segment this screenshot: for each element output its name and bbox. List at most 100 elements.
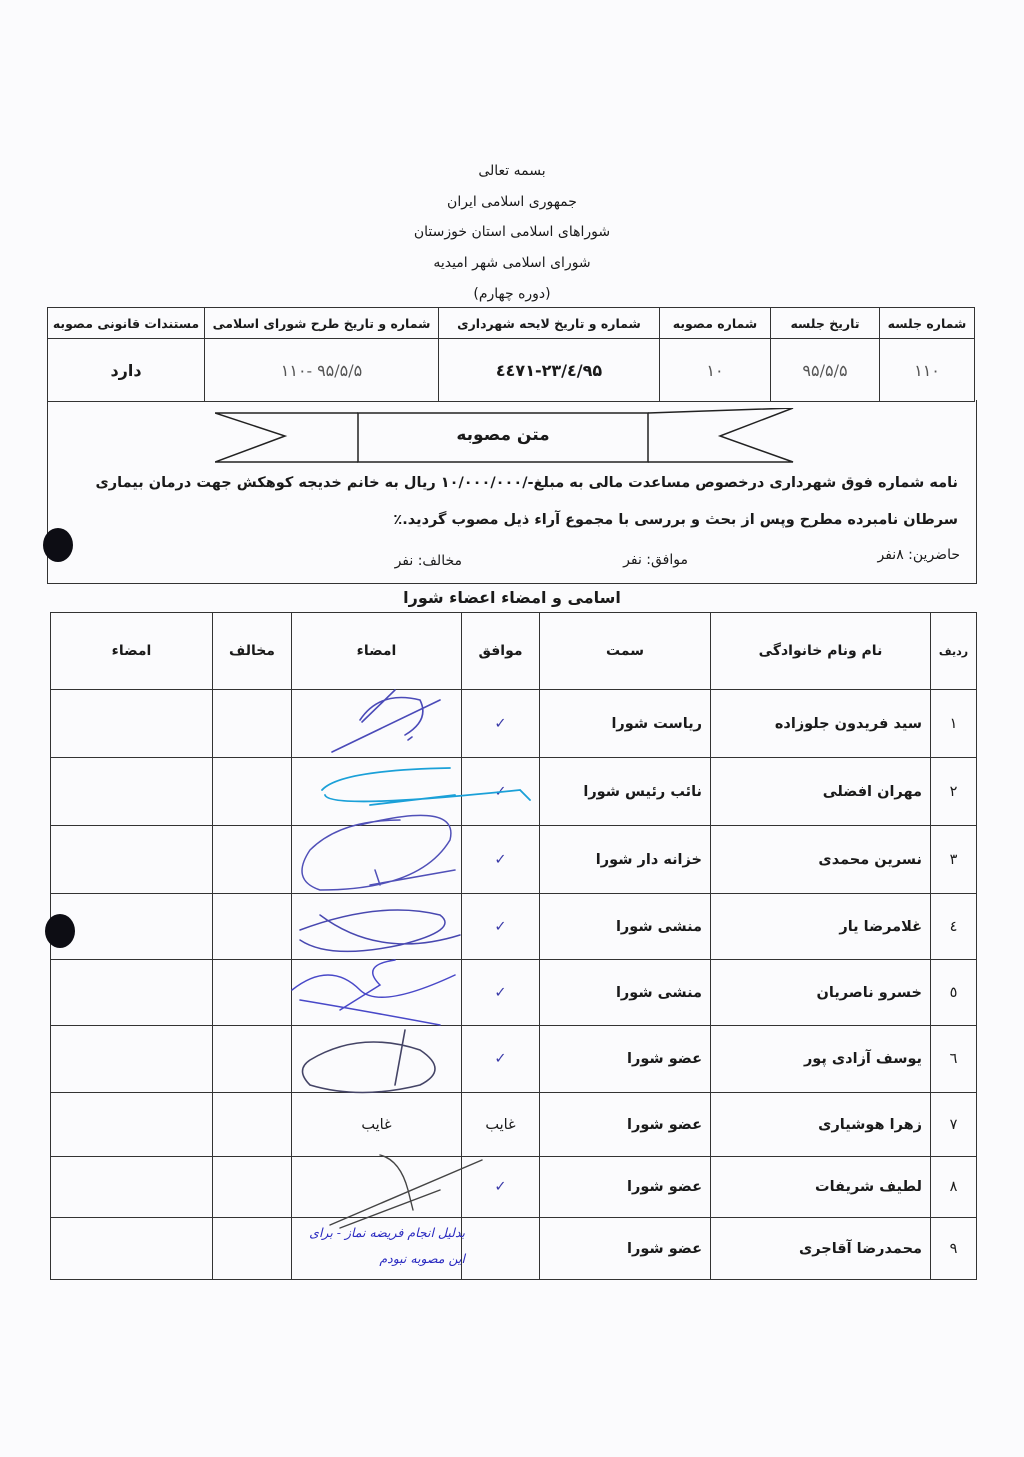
resolution-info-header: شماره جلسه تاریخ جلسه شماره مصوبه شماره … — [47, 307, 975, 339]
in-favor-count: موافق: نفر — [623, 552, 688, 568]
member-row: ٦ یوسف آزادی پور عضو شورا ✓ — [50, 1025, 977, 1093]
member-role: عضو شورا — [539, 1025, 711, 1093]
resolution-title: متن مصوبه — [456, 425, 550, 445]
member-against — [212, 959, 292, 1026]
member-vote: ✓ — [461, 1025, 540, 1093]
member-row-number: ۲ — [930, 757, 977, 826]
legal-basis: دارد — [47, 338, 205, 402]
member-against-signature — [50, 893, 213, 960]
member-signature — [291, 959, 462, 1026]
col-role: سمت — [539, 612, 711, 690]
resolution-text-line1: نامه شماره فوق شهرداری درخصوص مساعدت مال… — [95, 475, 959, 491]
col-resolution-number: شماره مصوبه — [659, 307, 771, 339]
member-role: عضو شورا — [539, 1092, 711, 1157]
resolution-info-values: ۱۱۰ ۹۵/۵/۵ ۱۰ ۹۵/٤/۲۳-٤٤۷۱ ۹۵/۵/۵ -۱۱۰ د… — [47, 338, 975, 402]
member-against — [212, 1025, 292, 1093]
col-signature: امضاء — [291, 612, 462, 690]
member-name: نسرین محمدی — [710, 825, 931, 894]
member-row: ۲ مهران افضلی نائب رئیس شورا ✓ — [50, 757, 977, 826]
members-header: ردیف نام ونام خانوادگی سمت موافق امضاء م… — [50, 612, 977, 690]
col-session-date: تاریخ جلسه — [770, 307, 880, 339]
col-row: ردیف — [930, 612, 977, 690]
member-against-signature — [50, 959, 213, 1026]
handwritten-note: بدلیل انجام فریضه نماز - برای این مصوبه … — [309, 1225, 465, 1266]
member-against — [212, 893, 292, 960]
resolution-info-table: شماره جلسه تاریخ جلسه شماره مصوبه شماره … — [47, 307, 975, 402]
member-row: ٥ خسرو ناصریان منشی شورا ✓ — [50, 959, 977, 1026]
member-role: عضو شورا — [539, 1217, 711, 1280]
member-row: ۳ نسرین محمدی خزانه دار شورا ✓ — [50, 825, 977, 894]
member-against — [212, 1156, 292, 1218]
resolution-text-line2: سرطان نامبرده مطرح وپس از بحث و بررسی با… — [393, 512, 958, 528]
col-name: نام ونام خانوادگی — [710, 612, 931, 690]
member-against — [212, 1092, 292, 1157]
member-signature: غایب — [291, 1092, 462, 1157]
member-row-number: ۹ — [930, 1217, 977, 1280]
member-against — [212, 689, 292, 758]
member-against-signature — [50, 825, 213, 894]
member-role: نائب رئیس شورا — [539, 757, 711, 826]
member-against — [212, 825, 292, 894]
member-row-number: ۳ — [930, 825, 977, 894]
against-count: مخالف: نفر — [394, 553, 462, 569]
punch-hole-top — [43, 528, 73, 562]
member-vote: ✓ — [461, 689, 540, 758]
member-name: مهران افضلی — [710, 757, 931, 826]
member-name: یوسف آزادی پور — [710, 1025, 931, 1093]
members-table: ردیف نام ونام خانوادگی سمت موافق امضاء م… — [50, 612, 977, 1280]
member-signature — [291, 689, 462, 758]
present-count: حاضرین: ۸نفر — [877, 547, 961, 563]
member-name: خسرو ناصریان — [710, 959, 931, 1026]
member-vote: ✓ — [461, 959, 540, 1026]
member-name: زهرا هوشیاری — [710, 1092, 931, 1157]
member-name: محمدرضا آقاجری — [710, 1217, 931, 1280]
members-title: اسامی و امضاء اعضاء شورا — [403, 588, 621, 607]
header-province-councils: شوراهای اسلامی استان خوزستان — [413, 224, 611, 240]
col-session-number: شماره جلسه — [879, 307, 975, 339]
member-name: غلامرضا یار — [710, 893, 931, 960]
member-against-signature — [50, 1092, 213, 1157]
member-row: ۸ لطیف شریفات عضو شورا ✓ — [50, 1156, 977, 1218]
header-city-council: شورای اسلامی شهر امیدیه — [433, 255, 591, 271]
member-row: ۱ سید فریدون جلوزاده ریاست شورا ✓ — [50, 689, 977, 758]
session-number: ۱۱۰ — [879, 338, 975, 402]
member-signature — [291, 893, 462, 960]
member-vote: ✓ — [461, 757, 540, 826]
col-in-favor: موافق — [461, 612, 540, 690]
member-against-signature — [50, 689, 213, 758]
member-row: ٤ غلامرضا یار منشی شورا ✓ — [50, 893, 977, 960]
member-against-signature — [50, 1217, 213, 1280]
member-name: سید فریدون جلوزاده — [710, 689, 931, 758]
title-ribbon — [215, 408, 794, 463]
member-role: منشی شورا — [539, 959, 711, 1026]
member-vote: غایب — [461, 1092, 540, 1157]
col-council-plan: شماره و تاریخ طرح شورای اسلامی — [204, 307, 439, 339]
member-name: لطیف شریفات — [710, 1156, 931, 1218]
member-row-number: ۸ — [930, 1156, 977, 1218]
member-role: ریاست شورا — [539, 689, 711, 758]
col-legal-basis: مستندات قانونی مصوبه — [47, 307, 205, 339]
col-against: مخالف — [212, 612, 292, 690]
member-row-number: ٦ — [930, 1025, 977, 1093]
resolution-text-box — [47, 400, 977, 584]
member-vote: ✓ — [461, 825, 540, 894]
member-against-signature — [50, 1025, 213, 1093]
member-row-number: ۷ — [930, 1092, 977, 1157]
member-against — [212, 757, 292, 826]
member-vote — [461, 1217, 540, 1280]
member-signature — [291, 757, 462, 826]
member-against-signature — [50, 1156, 213, 1218]
member-signature — [291, 825, 462, 894]
member-row-number: ٤ — [930, 893, 977, 960]
member-vote: ✓ — [461, 1156, 540, 1218]
header-bismillah: بسمه تعالی — [478, 163, 546, 179]
council-plan: ۹۵/۵/۵ -۱۱۰ — [204, 338, 439, 402]
member-against — [212, 1217, 292, 1280]
member-row: ۷ زهرا هوشیاری عضو شورا غایب غایب — [50, 1092, 977, 1157]
session-date: ۹۵/۵/۵ — [770, 338, 880, 402]
resolution-number: ۱۰ — [659, 338, 771, 402]
member-signature — [291, 1025, 462, 1093]
header-term: (دوره چهارم) — [473, 286, 551, 302]
header-country: جمهوری اسلامی ایران — [447, 194, 577, 210]
